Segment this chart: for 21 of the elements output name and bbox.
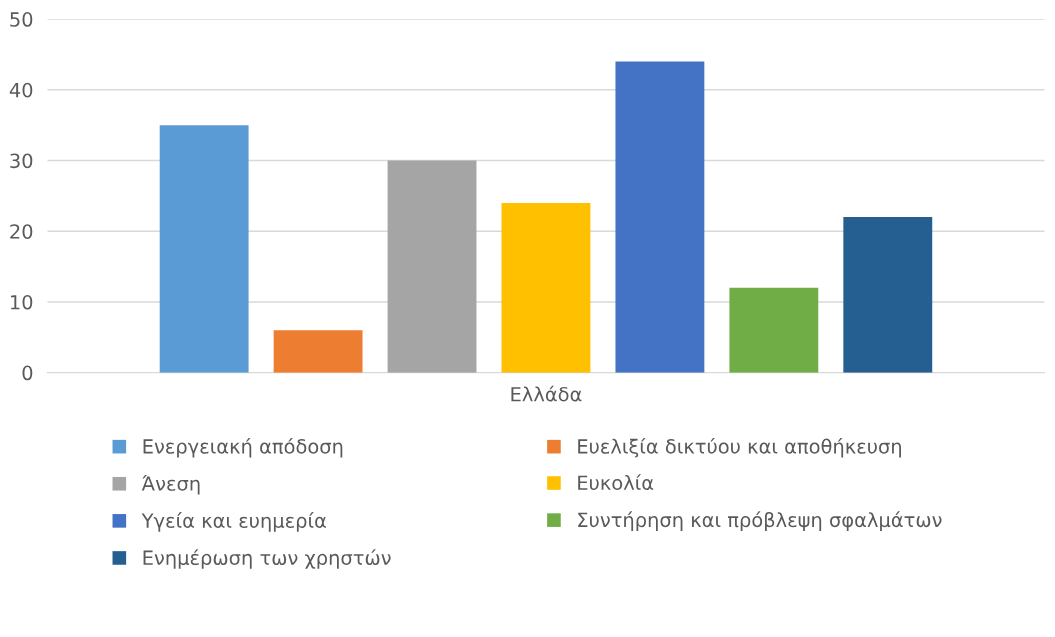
bar [843,217,933,373]
x-tick-label: Ελλάδα [511,385,582,402]
bar [501,202,591,373]
bar [615,61,705,373]
legend-label: Ενεργειακή απόδοση [143,437,343,458]
bar [387,160,477,373]
legend-label: Υγεία και ευημερία [141,512,326,532]
legend-label: Άνεση [141,475,200,495]
y-tick-label: 30 [10,153,33,169]
bar [159,125,249,373]
legend-label: Ευκολία [578,474,654,491]
y-tick-label: 40 [9,82,33,98]
y-tick-label: 0 [22,365,33,381]
bar [273,330,363,373]
bar [729,287,819,373]
y-tick-label: 20 [10,224,33,239]
legend-label: Συντήρηση και πρόβλεψη σφαλμάτων [578,511,942,531]
y-tick-label: 50 [10,12,33,27]
legend-label: Ενημέρωση των χρηστών [143,549,391,569]
legend-label: Ευελιξία δικτύου και αποθήκευση [578,437,901,458]
y-tick-label: 10 [10,294,33,310]
